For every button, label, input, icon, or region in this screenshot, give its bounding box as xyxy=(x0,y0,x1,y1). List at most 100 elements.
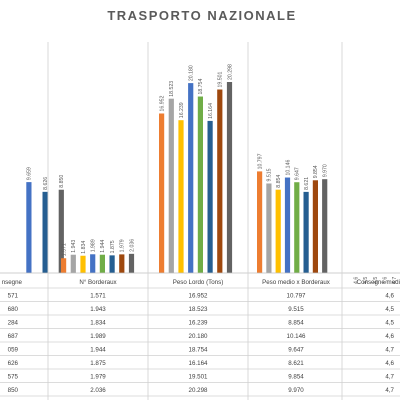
table-cell: 10.146 xyxy=(287,333,306,340)
bar xyxy=(58,189,64,273)
bar xyxy=(312,180,318,273)
table-grid xyxy=(0,42,400,400)
category-labels: nsegne N° Borderaux Peso Lordo (Tons) Peso … xyxy=(2,279,400,286)
bar xyxy=(294,182,300,273)
bar xyxy=(80,255,86,273)
table-cell: 1.989 xyxy=(90,333,106,340)
table-cell: 4,7 xyxy=(385,387,394,394)
table-cell: 2.036 xyxy=(90,387,106,394)
table-cell: 9.970 xyxy=(288,387,304,394)
bar xyxy=(42,191,48,273)
bar xyxy=(26,182,32,273)
data-label: 8.850 xyxy=(59,175,65,188)
table-cell: 680 xyxy=(8,306,19,313)
bar xyxy=(159,113,165,274)
bar xyxy=(168,98,174,273)
bar xyxy=(207,120,213,274)
data-label: 4,6 xyxy=(383,277,389,284)
data-label: 4,5 xyxy=(363,277,369,284)
data-label: 9.970 xyxy=(323,164,329,177)
table-cell: 20.298 xyxy=(189,387,208,394)
table-cell: 1.979 xyxy=(90,374,106,381)
data-label: 8.621 xyxy=(304,177,310,190)
data-label: 20.180 xyxy=(189,65,195,81)
bar xyxy=(266,183,272,273)
table-cell: 8.854 xyxy=(288,320,304,327)
table-cell: 687 xyxy=(8,333,19,340)
bar xyxy=(197,96,203,273)
table-cell: 10.797 xyxy=(287,293,306,300)
table-cell: 9.515 xyxy=(288,306,304,313)
data-labels-layer: 9.659 8.626 8.850 1.571 1.943 1.834 1.989 1.944… xyxy=(27,64,399,284)
data-label: 19.501 xyxy=(218,72,224,88)
table-cell: 16.164 xyxy=(189,360,208,367)
table-cell: 4,5 xyxy=(385,320,394,327)
data-label: 1.944 xyxy=(100,240,106,253)
table-cell: 284 xyxy=(8,320,19,327)
table-cell: 16.239 xyxy=(189,320,208,327)
bar xyxy=(119,254,125,273)
data-label: 8.626 xyxy=(43,177,49,190)
table-cell: 9.647 xyxy=(288,347,304,354)
table-cell: 9.854 xyxy=(288,374,304,381)
table-cell: 1.944 xyxy=(90,347,106,354)
data-label: 8.854 xyxy=(276,175,282,188)
table-cell: 1.571 xyxy=(90,293,106,300)
bar xyxy=(217,89,223,273)
table-cell: 4,6 xyxy=(385,293,394,300)
table-cell: 1.943 xyxy=(90,306,106,313)
data-label: 16.239 xyxy=(179,102,185,118)
category-label: Consegne medie xyxy=(357,279,400,286)
table-cell: 4,6 xyxy=(385,360,394,367)
table-cell: 626 xyxy=(8,360,19,367)
table-cell: 850 xyxy=(8,387,19,394)
data-label: 1.571 xyxy=(61,243,67,256)
table-cell: 571 xyxy=(8,293,19,300)
data-label: 2.036 xyxy=(129,239,135,252)
table-cell: 16.952 xyxy=(189,293,208,300)
category-label: nsegne xyxy=(2,279,23,286)
bar xyxy=(188,83,194,273)
bar xyxy=(284,177,291,273)
table-cell: 1.834 xyxy=(90,320,106,327)
data-label: 9.854 xyxy=(313,165,319,178)
data-label: 4,5 xyxy=(373,277,379,284)
table-cell: 19.501 xyxy=(189,374,208,381)
table-cell: 18.523 xyxy=(189,306,208,313)
table-cells: 571 1.571 16.952 10.797 4,6 680 1.943 18.523 9.5… xyxy=(8,293,395,395)
bar xyxy=(178,120,184,273)
table-cell: 575 xyxy=(8,374,19,381)
chart-title: TRASPORTO NAZIONALE xyxy=(107,8,296,23)
data-label: 1.979 xyxy=(120,239,126,252)
bar xyxy=(322,179,328,273)
table-cell: 8.621 xyxy=(288,360,304,367)
table-cell: 4,5 xyxy=(385,306,394,313)
table-cell: 059 xyxy=(8,347,19,354)
data-label: 9.647 xyxy=(295,167,301,180)
data-label: 4,7 xyxy=(392,277,398,284)
bar xyxy=(128,253,135,273)
bar xyxy=(257,171,263,273)
data-label: 10.797 xyxy=(257,153,263,169)
bar xyxy=(226,82,233,273)
bar xyxy=(275,189,281,273)
bar xyxy=(90,254,96,273)
data-label: 1.875 xyxy=(110,240,116,253)
data-label: 18.754 xyxy=(198,79,204,95)
table-cell: 18.754 xyxy=(189,347,208,354)
category-label: Peso medio x Borderaux xyxy=(262,279,331,286)
table-cell: 4,7 xyxy=(385,374,394,381)
bar xyxy=(61,258,67,273)
table-cell: 20.180 xyxy=(189,333,208,340)
data-label: 1.943 xyxy=(71,240,77,253)
category-label: Peso Lordo (Tons) xyxy=(173,279,224,286)
data-label: 9.659 xyxy=(27,167,33,180)
bars-layer xyxy=(26,82,328,274)
data-label: 16.164 xyxy=(208,103,214,119)
data-label: 1.834 xyxy=(81,241,87,254)
data-label: 10.146 xyxy=(285,160,291,176)
data-label: 20.298 xyxy=(227,64,233,80)
data-label: 16.952 xyxy=(159,96,165,112)
data-label: 9.515 xyxy=(267,168,273,181)
